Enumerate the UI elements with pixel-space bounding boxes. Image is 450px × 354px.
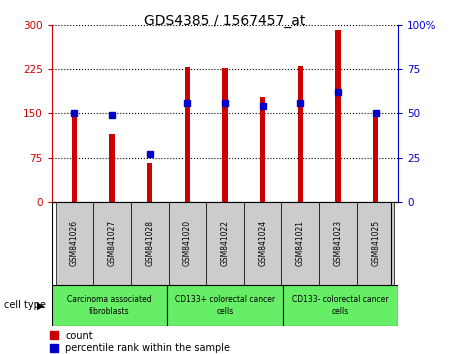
Text: CD133- colorectal cancer
cells: CD133- colorectal cancer cells	[292, 295, 389, 316]
Bar	[282, 202, 319, 285]
Bar	[184, 67, 190, 202]
Text: CD133+ colorectal cancer
cells: CD133+ colorectal cancer cells	[175, 295, 275, 316]
Bar	[206, 202, 244, 285]
Bar	[335, 30, 341, 202]
Bar	[297, 66, 303, 202]
Text: cell type: cell type	[4, 300, 46, 310]
Bar	[93, 202, 131, 285]
Text: GSM841027: GSM841027	[108, 220, 117, 267]
Text: GSM841020: GSM841020	[183, 220, 192, 267]
Bar	[109, 134, 115, 202]
Text: GSM841021: GSM841021	[296, 221, 305, 266]
Text: GSM841028: GSM841028	[145, 221, 154, 266]
Text: GSM841023: GSM841023	[333, 220, 342, 267]
Bar	[222, 68, 228, 202]
Bar	[168, 202, 206, 285]
Text: GSM841024: GSM841024	[258, 220, 267, 267]
Bar	[147, 164, 153, 202]
Bar	[55, 202, 93, 285]
Bar	[357, 202, 395, 285]
Bar	[131, 202, 168, 285]
Bar	[167, 285, 283, 326]
Legend: count, percentile rank within the sample: count, percentile rank within the sample	[50, 331, 230, 353]
Text: GSM841025: GSM841025	[371, 220, 380, 267]
Text: Carcinoma associated
fibroblasts: Carcinoma associated fibroblasts	[67, 295, 152, 316]
Bar	[283, 285, 398, 326]
Bar	[260, 97, 266, 202]
Text: GSM841022: GSM841022	[220, 221, 230, 266]
Bar	[52, 285, 167, 326]
Bar	[244, 202, 282, 285]
Text: GSM841026: GSM841026	[70, 220, 79, 267]
Bar	[72, 113, 77, 202]
Text: ▶: ▶	[37, 300, 45, 310]
Bar	[319, 202, 357, 285]
Bar	[373, 113, 378, 202]
Text: GDS4385 / 1567457_at: GDS4385 / 1567457_at	[144, 14, 306, 28]
